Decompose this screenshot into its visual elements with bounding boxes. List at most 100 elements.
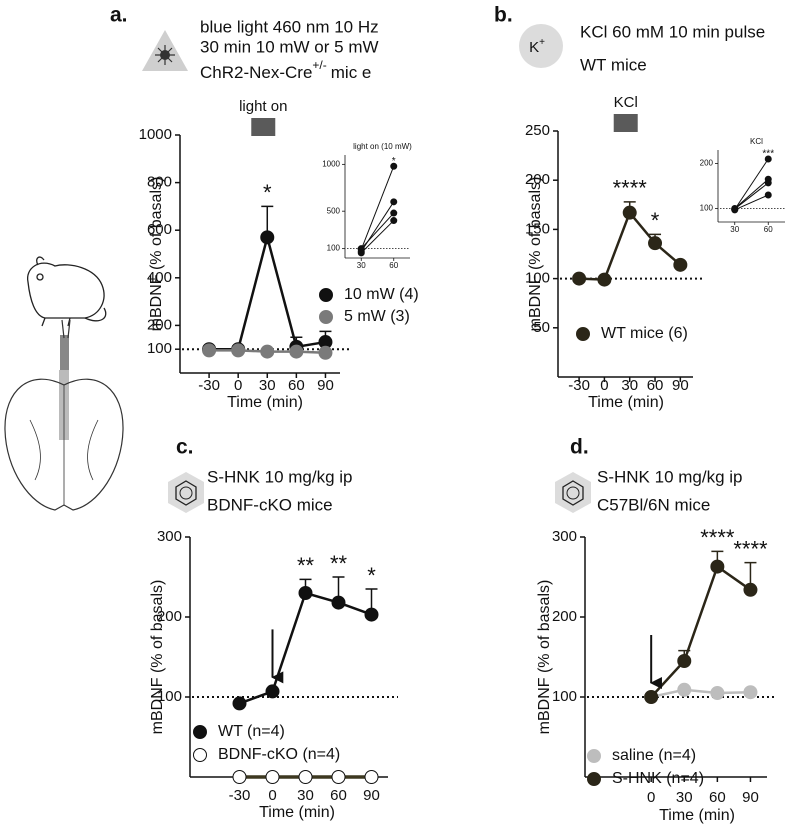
significance: *	[392, 156, 396, 167]
icon-text: K+	[529, 37, 545, 56]
header-line: KCl 60 mM 10 min pulse	[580, 22, 765, 41]
strain: ChR2-Nex-Cre	[200, 63, 312, 82]
inset-title: light on (10 mW)	[353, 142, 412, 151]
x-tick-label: 0	[647, 789, 655, 806]
legend-marker	[193, 725, 207, 739]
series-line	[650, 688, 751, 699]
y-tick-label: 200	[147, 316, 172, 333]
data-point	[677, 682, 692, 697]
header-line: 30 min 10 mW or 5 mW	[200, 37, 379, 56]
stimulus-label: light on	[239, 98, 287, 115]
data-point	[743, 582, 758, 597]
series-line	[579, 210, 682, 281]
header-line: C57Bl/6N mice	[597, 495, 710, 514]
y-tick-label: 100	[525, 270, 550, 287]
series-line	[734, 178, 769, 209]
header-line: S-HNK 10 mg/kg ip	[597, 467, 743, 486]
x-tick-label: 0	[268, 787, 276, 804]
data-point	[390, 162, 398, 170]
legend-label: 10 mW (4)	[344, 286, 419, 303]
x-tick-label: 30	[621, 377, 638, 394]
header-line: ChR2-Nex-Cre+/- mic e	[200, 58, 371, 82]
significance: *	[651, 208, 660, 233]
legend-marker	[587, 772, 601, 786]
data-point	[743, 685, 758, 700]
y-tick-label: 1000	[322, 159, 340, 168]
data-point	[648, 236, 663, 251]
data-point	[231, 343, 246, 358]
significance: ***	[762, 149, 774, 160]
data-point	[644, 690, 659, 704]
light-icon	[142, 30, 188, 71]
legend-label: 5 mW (3)	[344, 308, 410, 325]
series-line	[734, 182, 769, 210]
header-line: WT mice	[580, 55, 647, 74]
x-tick-label: 90	[317, 377, 334, 394]
compound-icon	[168, 472, 204, 513]
data-point	[357, 249, 365, 257]
legend-label: WT mice (6)	[601, 325, 688, 342]
strain-superscript: +/-	[312, 58, 326, 72]
data-point	[265, 684, 280, 699]
significance: ****	[733, 536, 768, 561]
x-tick-label: 60	[330, 787, 347, 804]
stimulus-bar	[613, 114, 638, 132]
legend-label: WT (n=4)	[218, 723, 285, 740]
data-point	[289, 344, 304, 359]
series-line	[360, 212, 395, 249]
icon-superscript: +	[539, 37, 545, 48]
y-tick-label: 800	[147, 174, 172, 191]
header-line: blue light 460 nm 10 Hz	[200, 17, 379, 36]
y-axis-label: mBDNF (% of basals)	[148, 177, 165, 332]
y-tick-label: 250	[525, 122, 550, 139]
data-point	[710, 686, 725, 700]
y-tick-label: 100	[700, 204, 714, 213]
data-point	[331, 595, 346, 610]
data-point	[390, 198, 398, 206]
series-line	[239, 591, 372, 705]
x-tick-label: 60	[709, 789, 726, 806]
x-tick-label: 90	[363, 787, 380, 804]
significance: *	[367, 563, 376, 588]
x-tick-label: 0	[600, 377, 608, 394]
series-line	[360, 220, 395, 254]
significance: **	[297, 553, 315, 578]
x-axis-label: Time (min)	[588, 394, 664, 411]
data-point	[597, 272, 612, 287]
data-point	[764, 179, 772, 187]
x-tick-label: 30	[259, 377, 276, 394]
inset-title: KCl	[750, 137, 763, 146]
y-tick-label: 100	[147, 340, 172, 357]
y-tick-label: 1000	[139, 126, 172, 143]
legend-marker	[576, 327, 590, 341]
x-tick-label: 90	[672, 377, 689, 394]
legend-label: BDNF-cKO (n=4)	[218, 746, 340, 763]
data-point	[260, 230, 275, 245]
y-tick-label: 400	[147, 269, 172, 286]
y-tick-label: 100	[552, 688, 577, 705]
y-tick-label: 200	[700, 159, 714, 168]
x-tick-label: 60	[288, 377, 305, 394]
x-axis-label: Time (min)	[227, 394, 303, 411]
kcl-icon	[519, 24, 563, 68]
y-tick-label: 300	[552, 528, 577, 545]
data-point	[298, 586, 313, 600]
panel-label: c.	[176, 436, 194, 459]
data-point	[232, 770, 247, 784]
significance: **	[330, 551, 348, 576]
x-tick-label: 60	[647, 377, 664, 394]
y-tick-label: 500	[327, 206, 341, 215]
significance: ****	[700, 525, 735, 550]
data-point	[318, 345, 333, 360]
legend-label: saline (n=4)	[612, 747, 696, 764]
x-tick-label: 60	[389, 261, 398, 270]
legend-marker	[319, 310, 333, 324]
x-tick-label: 60	[764, 225, 773, 234]
data-point	[673, 257, 688, 272]
icon-letter: K	[529, 39, 539, 56]
x-tick-label: -30	[198, 377, 220, 394]
x-tick-label: -30	[568, 377, 590, 394]
x-tick-label: 30	[357, 261, 366, 270]
series-line	[360, 166, 395, 250]
